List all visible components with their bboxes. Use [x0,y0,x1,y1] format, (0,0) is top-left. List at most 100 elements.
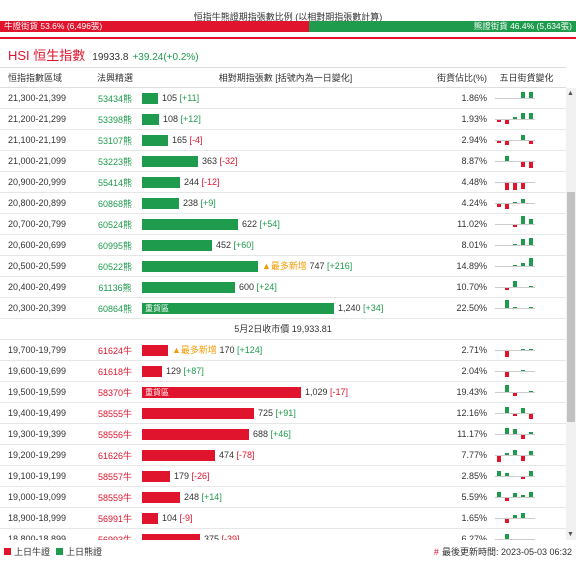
table-row[interactable]: 21,000-21,099 53223熊 363 [-32] 8.87% [0,151,566,172]
warrant-code-link[interactable]: 60524熊 [97,219,133,230]
warrant-code-link[interactable]: 56993牛 [97,534,133,541]
table-row[interactable]: 21,300-21,399 53434熊 105 [+11] 1.86% [0,88,566,109]
percentage-cell: 10.70% [456,282,487,292]
range-cell: 19,500-19,599 [8,387,67,397]
bear-ratio-segment: 熊證街貨 46.4% (5,634張) [308,21,576,32]
warrant-code-link[interactable]: 58556牛 [97,429,133,440]
contracts-value: 747 [309,260,325,271]
warrant-code-link[interactable]: 53398熊 [97,114,133,125]
warrant-code-link[interactable]: 60995熊 [97,240,133,251]
table-row[interactable]: 19,100-19,199 58557牛 179 [-26] 2.85% [0,466,566,487]
five-day-baseline [495,391,535,393]
warrant-code-link[interactable]: 58370牛 [97,387,133,398]
scrollbar[interactable]: ▲ ▼ [566,88,576,540]
warrant-code-link[interactable]: 58559牛 [97,492,133,503]
table-row[interactable]: 21,200-21,299 53398熊 108 [+12] 1.93% [0,109,566,130]
table-row[interactable]: 19,000-19,099 58559牛 248 [+14] 5.59% [0,487,566,508]
five-day-baseline [495,370,535,372]
table-row[interactable]: 21,100-21,199 53107熊 165 [-4] 2.94% [0,130,566,151]
warrant-code-link[interactable]: 56991牛 [97,513,133,524]
scrollbar-thumb[interactable] [567,192,575,422]
contracts-label: 238 [+9] [183,198,216,209]
five-day-bar [505,155,509,161]
table-body[interactable]: 21,300-21,399 53434熊 105 [+11] 1.86% 21,200-… [0,88,566,540]
percentage-cell: 8.87% [461,156,487,166]
bull-contracts-bar [142,491,180,503]
warrant-code-link[interactable]: 58557牛 [97,471,133,482]
warrant-code-link[interactable]: 60868熊 [97,198,133,209]
warrant-code-link[interactable]: 61618牛 [97,366,133,377]
five-day-bar [521,182,525,189]
table-row[interactable]: 18,900-18,999 56991牛 104 [-9] 1.65% [0,508,566,529]
contracts-label: 179 [-26] [174,471,210,482]
warrant-code-link[interactable]: 60522熊 [97,261,133,272]
contracts-value: 725 [258,407,274,418]
five-day-cell [487,340,566,361]
warrant-code-link[interactable]: 61626牛 [97,450,133,461]
table-row[interactable]: 19,200-19,299 61626牛 474 [-78] 7.77% [0,445,566,466]
table-row[interactable]: 19,400-19,499 58555牛 725 [+91] 12.16% [0,403,566,424]
scroll-up-arrow-icon[interactable]: ▲ [567,90,574,97]
table-row[interactable]: 20,700-20,799 60524熊 622 [+54] 11.02% [0,214,566,235]
table-row[interactable]: 20,800-20,899 60868熊 238 [+9] 4.24% [0,193,566,214]
five-day-chart [495,111,535,128]
percentage-cell: 11.02% [457,219,487,229]
bear-contracts-bar [142,281,235,293]
five-day-baseline [495,538,535,540]
range-cell: 21,100-21,199 [8,135,67,145]
table-row[interactable]: 19,300-19,399 58556牛 688 [+46] 11.17% [0,424,566,445]
most-added-tag: ▲最多新增 [172,344,217,355]
five-day-bar [521,512,525,518]
warrant-code-link[interactable]: 55414熊 [97,177,133,188]
five-day-bar [521,91,525,98]
five-day-baseline [495,97,535,99]
table-row[interactable]: 18,800-18,899 56993牛 375 [-39] 6.27% [0,529,566,540]
heavy-zone-tag: 重貨區 [145,303,169,313]
contracts-value: 129 [166,365,182,376]
daily-change: [+60] [233,239,254,250]
contracts-value: 375 [204,533,220,541]
five-day-cell [487,424,566,445]
daily-change: [-39] [221,533,240,541]
table-row[interactable]: 20,600-20,699 60995熊 452 [+60] 8.01% [0,235,566,256]
five-day-bar [521,238,525,245]
scroll-down-arrow-icon[interactable]: ▼ [567,531,574,538]
contracts-cell: 129 [+87] [142,361,429,382]
table-row[interactable]: 20,400-20,499 61136熊 600 [+24] 10.70% [0,277,566,298]
daily-change: [-32] [219,155,238,166]
table-row[interactable]: 19,700-19,799 61624牛 ▲最多新增 170 [+124] 2.71% [0,340,566,361]
warrant-code-link[interactable]: 61624牛 [97,345,133,356]
warrant-code-link[interactable]: 60864熊 [97,303,133,314]
contracts-label: 1,240 [+34] [338,303,383,314]
five-day-bar [505,518,509,523]
percentage-cell: 11.17% [457,429,487,439]
bull-contracts-bar [142,365,162,377]
contracts-cell: 165 [-4] [142,130,429,151]
warrant-code-link[interactable]: 53107熊 [97,135,133,146]
table-row[interactable]: 19,500-19,599 58370牛 重貨區 1,029 [-17] 19.43% [0,382,566,403]
table-row[interactable]: 20,300-20,399 60864熊 重貨區 1,240 [+34] 22.50% [0,298,566,319]
warrant-code-link[interactable]: 61136熊 [98,282,132,293]
five-day-chart [495,299,535,317]
five-day-chart [495,342,535,359]
five-day-chart [495,174,535,191]
last-update-text: 最後更新時間: 2023-05-03 06:32 [441,547,572,557]
range-cell: 20,900-20,999 [8,177,67,187]
five-day-baseline [495,265,535,267]
range-cell: 19,000-19,099 [8,492,67,502]
warrant-code-link[interactable]: 58555牛 [97,408,133,419]
five-day-bar [513,243,517,245]
table-row[interactable]: 20,900-20,999 55414熊 244 [-12] 4.48% [0,172,566,193]
table-row[interactable]: 19,600-19,699 61618牛 129 [+87] 2.04% [0,361,566,382]
table-row[interactable]: 20,500-20,599 60522熊 ▲最多新增 747 [+216] 14.89… [0,256,566,277]
warrant-code-link[interactable]: 53223熊 [97,156,133,167]
five-day-bar [505,287,509,290]
five-day-bar [529,285,533,287]
contracts-label: 165 [-4] [172,135,203,146]
five-day-cell [487,256,566,277]
contracts-label: 108 [+12] [163,114,201,125]
last-update: # 最後更新時間: 2023-05-03 06:32 [434,545,572,558]
warrant-code-link[interactable]: 53434熊 [97,93,133,104]
daily-change: [+216] [326,260,353,271]
five-day-bar [505,406,509,413]
